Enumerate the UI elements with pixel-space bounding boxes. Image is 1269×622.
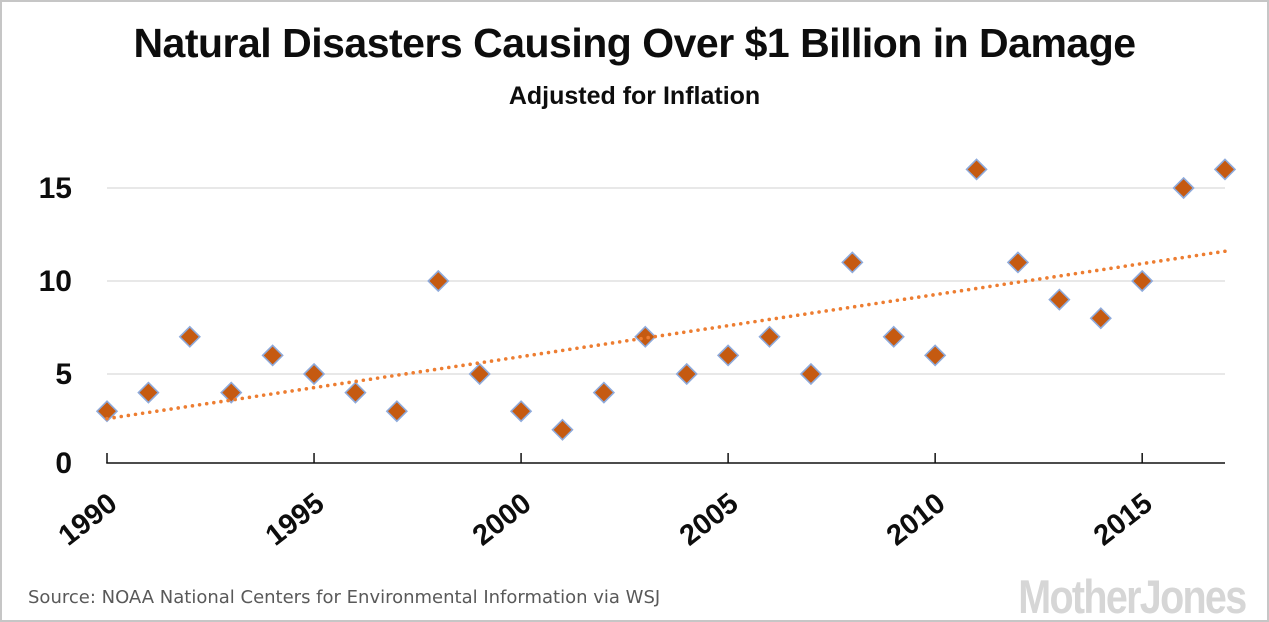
data-point-2011 (965, 158, 988, 181)
data-point-2012 (1006, 251, 1030, 274)
x-tick-label: 2000 (467, 487, 538, 552)
data-point-2008 (841, 251, 864, 274)
data-point-2009 (882, 325, 905, 348)
data-point-1995 (302, 362, 326, 386)
data-point-2004 (675, 362, 698, 386)
data-point-2013 (1048, 288, 1071, 311)
data-point-2000 (509, 400, 533, 423)
data-point-2002 (592, 381, 616, 404)
data-point-1990 (95, 400, 119, 423)
data-point-2001 (551, 418, 574, 441)
data-point-1997 (385, 400, 408, 423)
data-point-1993 (220, 381, 243, 404)
chart-subtitle: Adjusted for Inflation (508, 82, 761, 110)
data-point-1994 (261, 344, 284, 367)
data-point-1996 (344, 381, 367, 404)
data-point-1998 (427, 269, 450, 293)
data-point-2010 (924, 344, 947, 367)
data-point-2006 (758, 325, 781, 348)
trend-line (105, 249, 1227, 421)
data-point-2017 (1213, 158, 1237, 181)
data-point-2016 (1172, 176, 1195, 200)
chart-title: Natural Disasters Causing Over $1 Billio… (133, 20, 1136, 66)
x-tick-label: 1990 (53, 487, 124, 552)
data-point-1991 (137, 381, 160, 404)
data-point-2007 (799, 362, 823, 386)
y-tick-label: 5 (55, 358, 72, 391)
data-point-2005 (716, 344, 740, 367)
y-tick-label: 0 (55, 447, 72, 480)
x-tick-label: 1995 (260, 487, 331, 552)
x-tick-label: 2005 (674, 487, 745, 552)
data-point-2014 (1089, 307, 1112, 330)
data-point-2003 (634, 325, 657, 348)
x-tick-label: 2010 (881, 487, 952, 552)
x-tick-label: 2015 (1088, 487, 1159, 552)
data-point-1999 (468, 362, 491, 386)
source-text: Source: NOAA National Centers for Enviro… (28, 587, 661, 608)
data-point-1992 (178, 325, 201, 348)
motherjones-logo: MotherJones (1017, 570, 1247, 622)
data-point-2015 (1131, 269, 1154, 293)
y-tick-label: 10 (39, 265, 72, 298)
y-tick-label: 15 (39, 172, 72, 205)
